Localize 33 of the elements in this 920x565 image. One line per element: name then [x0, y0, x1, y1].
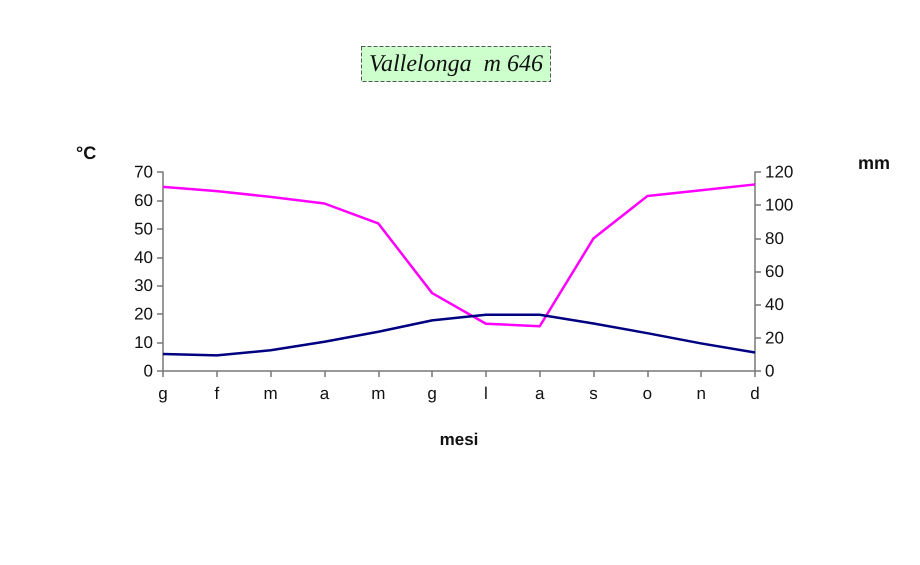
- x-axis-title: mesi: [440, 430, 478, 449]
- x-tick-label: g: [158, 384, 168, 403]
- x-tick-label: a: [534, 384, 545, 403]
- x-tick-label: o: [642, 384, 652, 403]
- x-tick-label: a: [320, 384, 330, 403]
- x-tick-label: m: [371, 384, 386, 403]
- y-tick-label: 70: [134, 162, 153, 182]
- y-tick-label: 60: [134, 190, 153, 210]
- x-tick-label: g: [427, 384, 437, 403]
- x-tick-label: l: [484, 384, 488, 403]
- y-tick-label: 10: [134, 333, 153, 352]
- line-series: [162, 183, 756, 328]
- y-tick-label: 40: [134, 248, 153, 267]
- x-tick-label: s: [589, 384, 598, 403]
- x-tick-label: d: [750, 384, 760, 403]
- y2-tick-label: 40: [765, 295, 784, 314]
- y-tick-label: 20: [134, 304, 153, 324]
- y2-tick-label: 0: [765, 362, 774, 380]
- y2-tick-label: 20: [765, 328, 784, 348]
- chart-title: Vallelonga m 646: [369, 51, 543, 77]
- x-tick-label: f: [214, 384, 220, 403]
- x-tick-label: m: [264, 384, 278, 403]
- x-tick-label: n: [696, 384, 706, 403]
- line-series: [162, 313, 756, 357]
- y2-tick-label: 80: [765, 228, 784, 248]
- y-axis-title: °C: [76, 143, 96, 163]
- y2-tick-label: 120: [765, 162, 794, 182]
- y2-tick-label: 60: [765, 262, 784, 281]
- y-tick-label: 0: [144, 362, 153, 380]
- y-tick-label: 30: [134, 276, 153, 296]
- y-tick-label: 50: [134, 219, 153, 238]
- y2-tick-label: 100: [765, 196, 794, 215]
- y2-axis-title: mm: [858, 153, 890, 173]
